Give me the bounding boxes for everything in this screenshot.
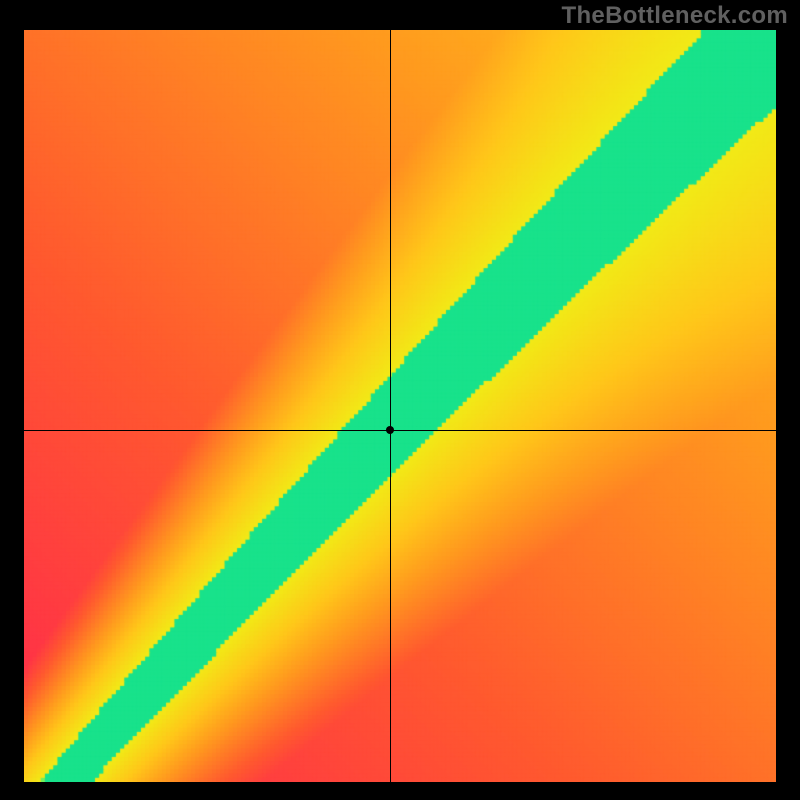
site-watermark: TheBottleneck.com [562,2,788,30]
bottleneck-heatmap [24,30,776,782]
chart-stage: TheBottleneck.com [0,0,800,800]
crosshair-horizontal [24,430,776,431]
crosshair-dot [386,426,394,434]
crosshair-vertical [390,30,391,782]
